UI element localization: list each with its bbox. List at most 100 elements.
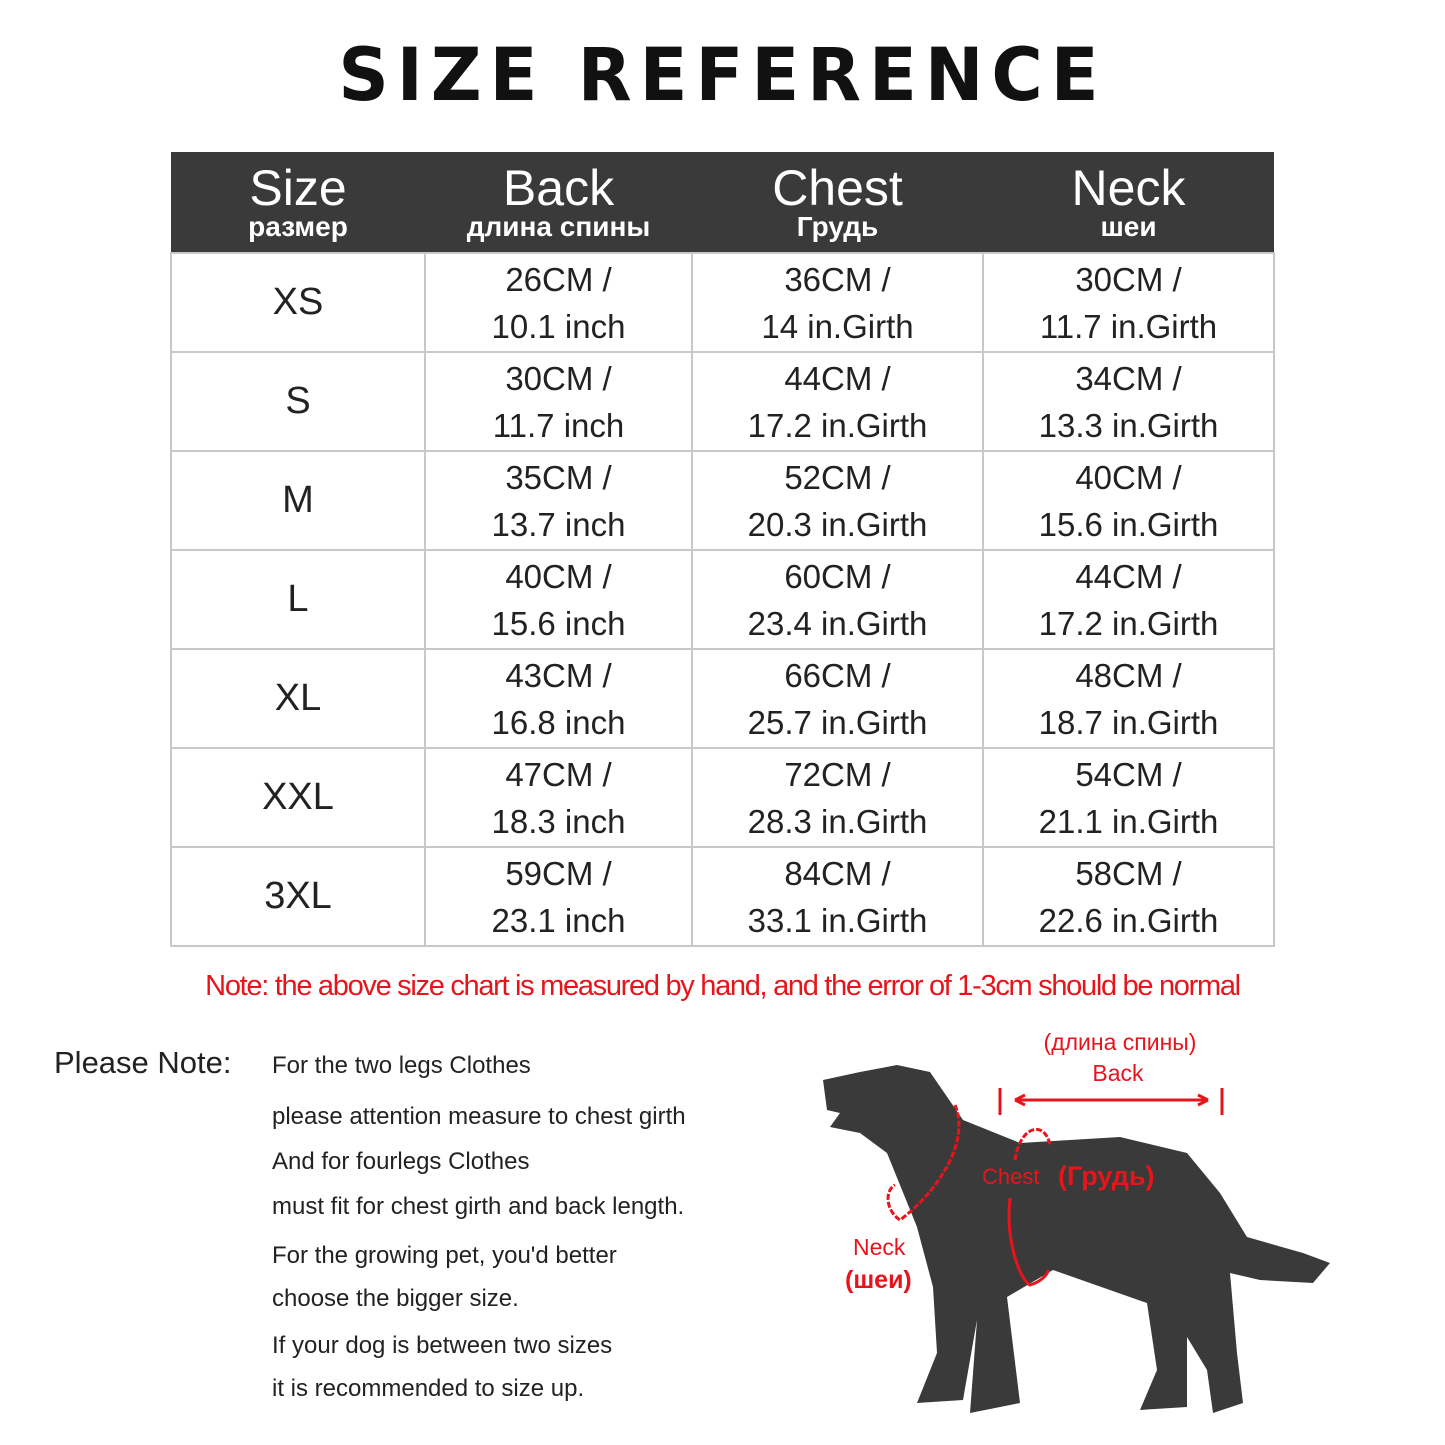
- back-cell: 43CM / 16.8 inch: [424, 648, 693, 749]
- chest-cell: 66CM / 25.7 in.Girth: [691, 648, 984, 749]
- back-cm: 43CM /: [505, 656, 612, 694]
- size-cell: XL: [170, 648, 426, 749]
- back-cm: 59CM /: [505, 854, 612, 892]
- chest-inch: 20.3 in.Girth: [747, 505, 928, 543]
- chest-inch: 17.2 in.Girth: [747, 406, 928, 444]
- chest-cell: 60CM / 23.4 in.Girth: [691, 549, 984, 650]
- back-inch: 18.3 inch: [491, 802, 626, 840]
- neck-cell: 44CM / 17.2 in.Girth: [982, 549, 1275, 650]
- neck-cm: 44CM /: [1075, 557, 1182, 595]
- neck-inch: 21.1 in.Girth: [1038, 802, 1219, 840]
- neck-cm: 54CM /: [1075, 755, 1182, 793]
- measure-lines: [886, 1088, 1224, 1287]
- page-title: SIZE REFERENCE: [338, 31, 1107, 119]
- size-table: Size размер Back длина спины Chest Грудь Neck ш…: [170, 152, 1275, 947]
- measurement-note: Note: the above size chart is measured b…: [205, 970, 1241, 1002]
- back-label-ru: (длина спины): [1044, 1029, 1197, 1055]
- neck-cm: 48CM /: [1075, 656, 1182, 694]
- table-row: S 30CM / 11.7 inch 44CM / 17.2 in.Girth 34CM …: [170, 351, 1275, 452]
- back-inch: 11.7 inch: [492, 406, 625, 444]
- table-row: XL 43CM / 16.8 inch 66CM / 25.7 in.Girth 48CM…: [170, 648, 1275, 749]
- neck-cm: 40CM /: [1075, 458, 1182, 496]
- note-line: For the growing pet, you'd better: [272, 1242, 617, 1269]
- size-cell: M: [170, 450, 426, 551]
- neck-inch: 15.6 in.Girth: [1038, 505, 1219, 543]
- note-line: If your dog is between two sizes: [272, 1332, 613, 1359]
- chest-inch: 33.1 in.Girth: [747, 901, 928, 939]
- neck-inch: 11.7 in.Girth: [1039, 307, 1218, 345]
- size-cell: S: [170, 351, 426, 452]
- column-header: Back длина спины: [425, 152, 692, 253]
- size-cell: XS: [170, 252, 426, 353]
- neck-cell: 58CM / 22.6 in.Girth: [982, 846, 1275, 947]
- size-cell: 3XL: [170, 846, 426, 947]
- chest-inch: 23.4 in.Girth: [747, 604, 928, 642]
- table-row: XXL 47CM / 18.3 inch 72CM / 28.3 in.Girth 54C…: [170, 747, 1275, 848]
- back-inch: 15.6 inch: [491, 604, 626, 642]
- neck-inch: 18.7 in.Girth: [1038, 703, 1219, 741]
- note-line: choose the bigger size.: [272, 1285, 519, 1312]
- back-inch: 16.8 inch: [491, 703, 626, 741]
- chest-cell: 72CM / 28.3 in.Girth: [691, 747, 984, 848]
- header-ru: длина спины: [466, 211, 651, 242]
- header-en: Size: [249, 160, 347, 216]
- neck-cell: 54CM / 21.1 in.Girth: [982, 747, 1275, 848]
- neck-cell: 30CM / 11.7 in.Girth: [982, 252, 1275, 353]
- table-row: XS 26CM / 10.1 inch 36CM / 14 in.Girth 30CM /…: [170, 252, 1275, 353]
- size-cell: XXL: [170, 747, 426, 848]
- back-cell: 59CM / 23.1 inch: [424, 846, 693, 947]
- column-header: Chest Грудь: [692, 152, 983, 253]
- neck-inch: 17.2 in.Girth: [1038, 604, 1219, 642]
- chest-cell: 44CM / 17.2 in.Girth: [691, 351, 984, 452]
- chest-inch: 14 in.Girth: [761, 307, 914, 345]
- neck-cm: 58CM /: [1075, 854, 1182, 892]
- chest-inch: 28.3 in.Girth: [747, 802, 928, 840]
- chest-cm: 72CM /: [784, 755, 891, 793]
- chest-cm: 44CM /: [784, 359, 891, 397]
- back-cell: 30CM / 11.7 inch: [424, 351, 693, 452]
- neck-cell: 48CM / 18.7 in.Girth: [982, 648, 1275, 749]
- back-cm: 47CM /: [505, 755, 612, 793]
- size-cell: L: [170, 549, 426, 650]
- chest-cm: 60CM /: [784, 557, 891, 595]
- back-cell: 26CM / 10.1 inch: [424, 252, 693, 353]
- note-line: please attention measure to chest girth: [272, 1103, 686, 1130]
- dog-measurement-diagram: (длина спины) Back Chest (Грудь) Neck (ш…: [823, 1029, 1330, 1413]
- note-line: must fit for chest girth and back length…: [272, 1193, 685, 1220]
- chest-cm: 66CM /: [784, 656, 891, 694]
- back-cell: 40CM / 15.6 inch: [424, 549, 693, 650]
- neck-cm: 34CM /: [1075, 359, 1182, 397]
- note-line: And for fourlegs Clothes: [272, 1148, 530, 1175]
- header-en: Back: [502, 160, 615, 216]
- table-row: 3XL 59CM / 23.1 inch 84CM / 33.1 in.Girth 58C…: [170, 846, 1275, 947]
- back-cell: 47CM / 18.3 inch: [424, 747, 693, 848]
- neck-label-ru: (шеи): [845, 1266, 912, 1294]
- chest-cell: 84CM / 33.1 in.Girth: [691, 846, 984, 947]
- neck-label: Neck: [853, 1234, 906, 1260]
- back-cm: 40CM /: [505, 557, 612, 595]
- chest-inch: 25.7 in.Girth: [747, 703, 928, 741]
- column-header: Neck шеи: [983, 152, 1274, 253]
- neck-cell: 40CM / 15.6 in.Girth: [982, 450, 1275, 551]
- table-row: M 35CM / 13.7 inch 52CM / 20.3 in.Girth 40CM …: [170, 450, 1275, 551]
- please-note-label: Please Note:: [54, 1045, 232, 1080]
- back-inch: 10.1 inch: [491, 307, 626, 345]
- chest-cell: 52CM / 20.3 in.Girth: [691, 450, 984, 551]
- back-cm: 26CM /: [505, 260, 612, 298]
- neck-cell: 34CM / 13.3 in.Girth: [982, 351, 1275, 452]
- header-en: Neck: [1071, 160, 1186, 216]
- chest-cm: 84CM /: [784, 854, 891, 892]
- neck-cm: 30CM /: [1075, 260, 1182, 298]
- chest-cm: 36CM /: [784, 260, 891, 298]
- header-ru: Грудь: [796, 211, 879, 242]
- neck-inch: 13.3 in.Girth: [1038, 406, 1219, 444]
- note-line: For the two legs Clothes: [272, 1052, 531, 1079]
- header-ru: размер: [248, 211, 348, 242]
- column-header: Size размер: [171, 152, 425, 253]
- back-label: Back: [1092, 1060, 1144, 1086]
- back-inch: 23.1 inch: [491, 901, 626, 939]
- neck-inch: 22.6 in.Girth: [1038, 901, 1219, 939]
- dog-silhouette-icon: [823, 1065, 1330, 1413]
- chest-label-ru: (Грудь): [1058, 1161, 1154, 1191]
